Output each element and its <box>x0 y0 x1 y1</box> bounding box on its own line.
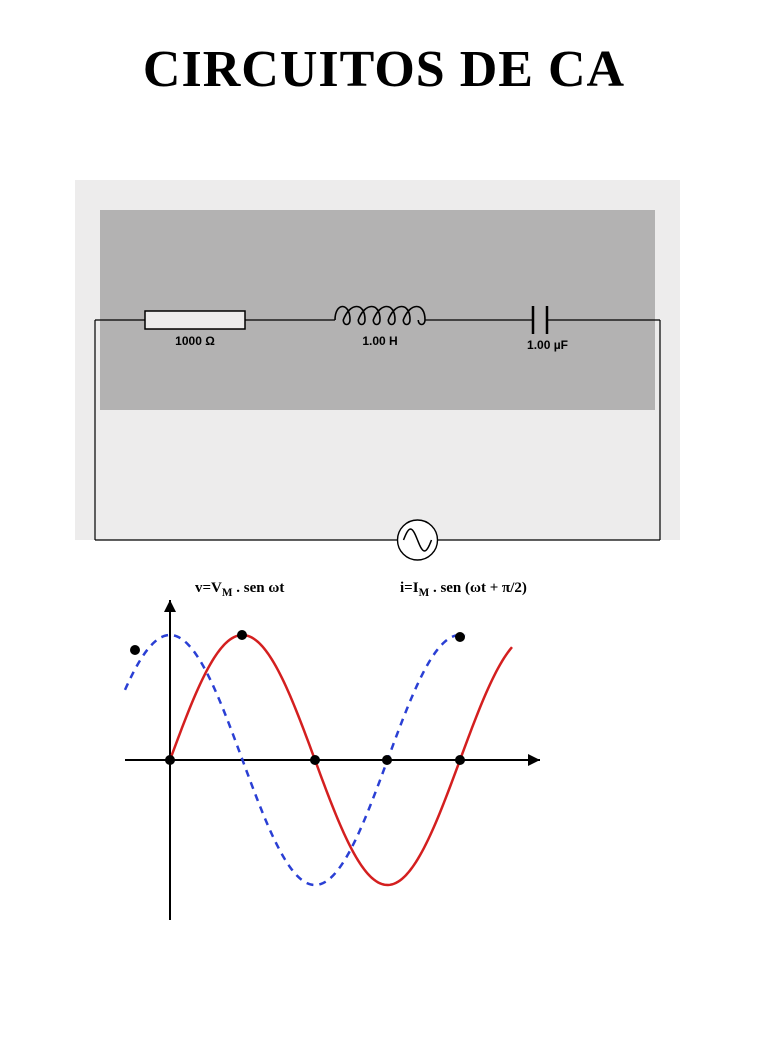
circuit-inner-panel <box>100 210 655 410</box>
page-title: CIRCUITOS DE CA <box>0 40 768 99</box>
capacitor-label: 1.00 µF <box>510 338 585 352</box>
current-equation: i=IM . sen (ωt + π/2) <box>400 580 527 599</box>
inductor-label: 1.00 H <box>345 334 415 348</box>
voltage-equation: v=VM . sen ωt <box>195 580 284 599</box>
resistor-label: 1000 Ω <box>145 334 245 348</box>
